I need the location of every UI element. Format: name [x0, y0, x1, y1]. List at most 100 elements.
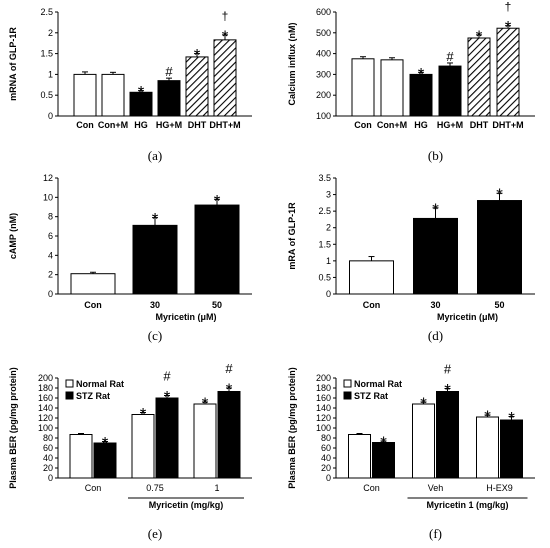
x-tick-label: 0.75: [146, 483, 164, 493]
x-tick-label: H-EX9: [486, 483, 513, 493]
significance-mark: #: [444, 362, 452, 377]
bar: [380, 59, 404, 117]
x-tick-label: 30: [150, 300, 160, 310]
x-tick-label: Con: [85, 483, 102, 493]
significance-mark: *: [432, 200, 439, 219]
y-tick-label: 0: [48, 289, 53, 299]
bar: [413, 217, 458, 295]
y-tick-label: 80: [43, 433, 53, 443]
significance-mark: *: [505, 18, 512, 37]
y-tick-label: 200: [316, 90, 331, 100]
y-tick-label: 1.5: [318, 239, 331, 249]
y-tick-label: 180: [316, 383, 331, 393]
y-tick-label: 180: [38, 383, 53, 393]
significance-mark: †: [222, 9, 229, 23]
y-tick-label: 20: [321, 463, 331, 473]
y-tick-label: 0.5: [318, 272, 331, 282]
y-tick-label: 300: [316, 69, 331, 79]
panel-caption: (d): [428, 328, 443, 343]
y-tick-label: 0: [48, 111, 53, 121]
y-axis-label: Plasma BER (pg/mg protein): [287, 367, 297, 489]
y-tick-label: 0: [326, 289, 331, 299]
panel-caption: (f): [429, 526, 442, 541]
bar: [70, 273, 116, 295]
x-axis-label: Myricetin (μM): [155, 312, 216, 322]
significance-mark: *: [476, 27, 483, 46]
legend-swatch: [65, 379, 74, 388]
significance-mark: #: [225, 361, 233, 376]
bar: [155, 397, 179, 479]
x-tick-label: Con+M: [377, 120, 407, 130]
y-axis-label: Plasma BER (pg/mg protein): [8, 367, 18, 489]
bar: [467, 37, 491, 117]
x-tick-label: Con: [76, 120, 94, 130]
chart-panel-1: 0 0.5 1 1.5 2 2.5 mRNA of GLP-1R Con Con+M * HG # HG…: [8, 7, 252, 163]
significance-mark: *: [164, 388, 171, 407]
bar: [194, 204, 240, 295]
y-tick-label: 10: [43, 192, 53, 202]
bar: [436, 391, 459, 479]
bar: [438, 65, 462, 117]
y-axis-label: Calcium influx (nM): [287, 22, 297, 105]
x-axis-label: Myricetin (mg/kg): [149, 500, 224, 510]
y-tick-label: 140: [316, 403, 331, 413]
y-tick-label: 120: [38, 413, 53, 423]
significance-mark: *: [380, 433, 387, 452]
legend-swatch: [65, 391, 74, 400]
y-tick-label: 8: [48, 212, 53, 222]
x-tick-label: Veh: [428, 483, 444, 493]
significance-mark: *: [222, 27, 229, 46]
significance-mark: *: [102, 434, 109, 453]
y-tick-label: 20: [43, 463, 53, 473]
panel-caption: (a): [148, 148, 162, 163]
x-tick-label: DHT: [470, 120, 489, 130]
significance-mark: *: [214, 191, 221, 210]
x-tick-label: DHT: [188, 120, 207, 130]
y-tick-label: 12: [43, 173, 53, 183]
bar: [496, 27, 520, 117]
y-tick-label: 1.5: [40, 49, 53, 59]
significance-mark: *: [508, 409, 515, 428]
y-tick-label: 80: [321, 433, 331, 443]
x-tick-label: DHT+M: [492, 120, 523, 130]
y-tick-label: 2.5: [40, 7, 53, 17]
significance-mark: *: [140, 405, 147, 424]
y-tick-label: 1: [326, 256, 331, 266]
significance-mark: #: [165, 64, 173, 79]
x-axis-label: Myricetin (μM): [437, 312, 498, 322]
bar: [193, 403, 217, 479]
significance-mark: *: [226, 380, 233, 399]
legend-label: STZ Rat: [354, 391, 388, 401]
y-tick-label: 3: [326, 190, 331, 200]
bar: [351, 58, 375, 117]
y-tick-label: 40: [43, 453, 53, 463]
x-tick-label: 50: [212, 300, 222, 310]
significance-mark: #: [163, 369, 171, 384]
x-tick-label: Con+M: [98, 120, 128, 130]
y-tick-label: 40: [321, 453, 331, 463]
x-tick-label: Con: [363, 483, 380, 493]
y-tick-label: 0.5: [40, 90, 53, 100]
bar: [131, 414, 155, 479]
legend-swatch: [343, 379, 352, 388]
bar: [132, 224, 178, 295]
y-tick-label: 140: [38, 403, 53, 413]
panel-caption: (b): [428, 148, 443, 163]
y-tick-label: 0: [326, 473, 331, 483]
y-tick-label: 200: [38, 373, 53, 383]
y-tick-label: 2: [326, 223, 331, 233]
bar: [69, 434, 93, 479]
significance-mark: *: [418, 64, 425, 83]
panel-caption: (c): [148, 328, 162, 343]
bar: [349, 260, 394, 295]
x-tick-label: HG: [134, 120, 148, 130]
y-tick-label: 160: [316, 393, 331, 403]
y-tick-label: 4: [48, 250, 53, 260]
y-tick-label: 0: [48, 473, 53, 483]
legend-label: Normal Rat: [76, 379, 124, 389]
y-axis-label: cAMP (nM): [8, 213, 18, 259]
significance-mark: *: [152, 210, 159, 229]
